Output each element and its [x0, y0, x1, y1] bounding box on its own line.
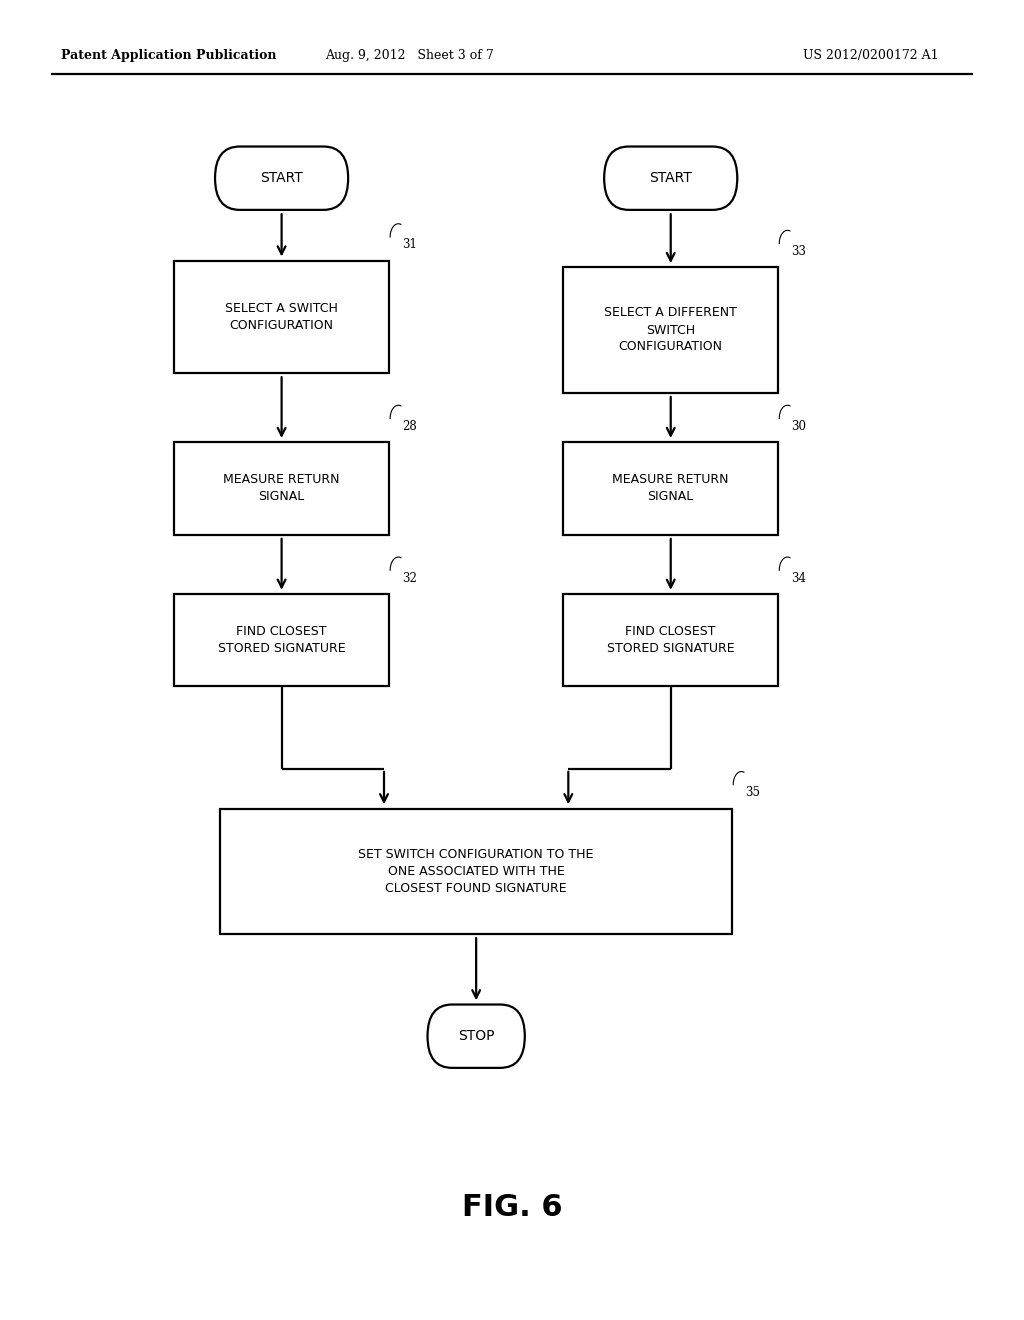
- Bar: [220, 808, 732, 935]
- Text: SET SWITCH CONFIGURATION TO THE
ONE ASSOCIATED WITH THE
CLOSEST FOUND SIGNATURE: SET SWITCH CONFIGURATION TO THE ONE ASSO…: [358, 847, 594, 895]
- Bar: [563, 594, 778, 686]
- Text: 35: 35: [745, 787, 761, 799]
- Text: STOP: STOP: [458, 1030, 495, 1043]
- Text: MEASURE RETURN
SIGNAL: MEASURE RETURN SIGNAL: [223, 474, 340, 503]
- Text: Aug. 9, 2012   Sheet 3 of 7: Aug. 9, 2012 Sheet 3 of 7: [326, 49, 494, 62]
- FancyBboxPatch shape: [604, 147, 737, 210]
- FancyBboxPatch shape: [215, 147, 348, 210]
- FancyBboxPatch shape: [428, 1005, 525, 1068]
- Text: START: START: [260, 172, 303, 185]
- Bar: [174, 261, 389, 372]
- Text: US 2012/0200172 A1: US 2012/0200172 A1: [803, 49, 938, 62]
- Text: 28: 28: [402, 420, 417, 433]
- Text: FIG. 6: FIG. 6: [462, 1193, 562, 1222]
- Text: 31: 31: [402, 239, 418, 251]
- Text: 30: 30: [792, 420, 807, 433]
- Text: MEASURE RETURN
SIGNAL: MEASURE RETURN SIGNAL: [612, 474, 729, 503]
- Text: 34: 34: [792, 572, 807, 585]
- Text: SELECT A DIFFERENT
SWITCH
CONFIGURATION: SELECT A DIFFERENT SWITCH CONFIGURATION: [604, 306, 737, 354]
- Text: FIND CLOSEST
STORED SIGNATURE: FIND CLOSEST STORED SIGNATURE: [607, 626, 734, 655]
- Bar: [174, 442, 389, 535]
- Bar: [563, 442, 778, 535]
- Text: FIND CLOSEST
STORED SIGNATURE: FIND CLOSEST STORED SIGNATURE: [218, 626, 345, 655]
- Text: Patent Application Publication: Patent Application Publication: [61, 49, 276, 62]
- Bar: [174, 594, 389, 686]
- Text: 32: 32: [402, 572, 418, 585]
- Text: START: START: [649, 172, 692, 185]
- Text: SELECT A SWITCH
CONFIGURATION: SELECT A SWITCH CONFIGURATION: [225, 302, 338, 331]
- Bar: [563, 267, 778, 393]
- Text: 33: 33: [792, 246, 807, 257]
